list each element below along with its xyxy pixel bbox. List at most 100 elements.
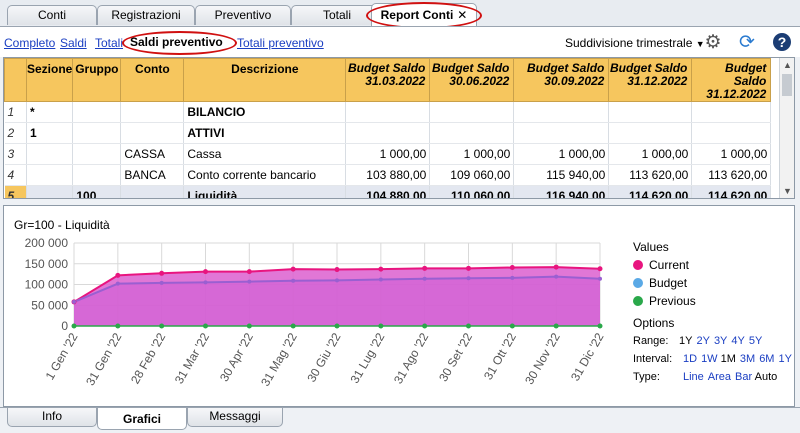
option-link[interactable]: 1D xyxy=(683,353,698,365)
cell-budget-value[interactable]: 109 060,00 xyxy=(429,164,515,186)
cell-budget-value[interactable] xyxy=(691,101,772,123)
interval-selected[interactable]: 1M xyxy=(720,353,736,365)
cell-descrizione[interactable]: Liquidità xyxy=(183,185,347,198)
cell-conto[interactable] xyxy=(120,101,185,123)
cell-sezione[interactable] xyxy=(26,143,74,165)
cell-budget-value[interactable]: 104 880,00 xyxy=(345,185,431,198)
legend-item-current[interactable]: Current xyxy=(633,256,696,274)
tab-grafici[interactable]: Grafici xyxy=(97,408,187,430)
legend-item-previous[interactable]: Previous xyxy=(633,292,696,310)
option-link[interactable]: 1Y xyxy=(778,353,792,365)
type-selected[interactable]: Auto xyxy=(754,371,778,383)
cell-budget-value[interactable]: 114 620,00 xyxy=(608,185,693,198)
view-link-saldi[interactable]: Saldi xyxy=(60,36,87,50)
cell-budget-value[interactable]: 103 880,00 xyxy=(345,164,431,186)
row-number[interactable]: 5 xyxy=(4,185,27,198)
table-row[interactable]: 4 BANCA Conto corrente bancario 103 880,00 1… xyxy=(4,164,772,186)
option-link[interactable]: 1W xyxy=(701,353,718,365)
period-dropdown[interactable]: Suddivisione trimestrale ▼ xyxy=(565,36,705,50)
row-number[interactable]: 4 xyxy=(4,164,27,186)
cell-sezione[interactable]: * xyxy=(26,101,74,123)
tab-info[interactable]: Info xyxy=(7,408,97,427)
scrollbar-thumb[interactable] xyxy=(782,74,792,96)
cell-sezione[interactable] xyxy=(26,164,74,186)
cell-conto[interactable]: CASSA xyxy=(120,143,185,165)
row-number[interactable]: 2 xyxy=(4,122,27,144)
table-row[interactable]: 3 CASSA Cassa 1 000,00 1 000,00 1 000,00 1 000… xyxy=(4,143,772,165)
col-header-budget-saldo[interactable]: Budget Saldo 31.12.2022 xyxy=(691,58,772,102)
help-icon[interactable]: ? xyxy=(771,32,793,54)
table-row[interactable]: 1 * BILANCIO xyxy=(4,101,772,123)
cell-budget-value[interactable]: 116 940,00 xyxy=(513,185,610,198)
col-header-budget-saldo[interactable]: Budget Saldo 30.09.2022 xyxy=(513,58,610,102)
col-header-descrizione[interactable]: Descrizione xyxy=(183,58,347,102)
cell-descrizione[interactable]: BILANCIO xyxy=(183,101,347,123)
cell-descrizione[interactable]: Cassa xyxy=(183,143,347,165)
cell-budget-value[interactable]: 1 000,00 xyxy=(513,143,610,165)
vertical-scrollbar[interactable]: ▲ ▼ xyxy=(779,58,794,198)
cell-budget-value[interactable] xyxy=(345,101,431,123)
option-link[interactable]: 3Y xyxy=(713,335,728,347)
scroll-down-icon[interactable]: ▼ xyxy=(783,186,792,196)
tab-messaggi[interactable]: Messaggi xyxy=(187,408,283,427)
option-link[interactable]: Line xyxy=(683,371,704,383)
cell-budget-value[interactable]: 1 000,00 xyxy=(608,143,693,165)
cell-gruppo[interactable] xyxy=(72,143,122,165)
range-selected[interactable]: 1Y xyxy=(679,335,693,347)
col-header-budget-saldo[interactable]: Budget Saldo 30.06.2022 xyxy=(429,58,515,102)
option-link[interactable]: Bar xyxy=(735,371,753,383)
cell-descrizione[interactable]: Conto corrente bancario xyxy=(183,164,347,186)
cell-budget-value[interactable] xyxy=(345,122,431,144)
col-header-budget-saldo[interactable]: Budget Saldo 31.03.2022 xyxy=(345,58,431,102)
tab-preventivo[interactable]: Preventivo xyxy=(195,5,291,25)
refresh-icon[interactable]: ⟳ xyxy=(739,32,755,53)
cell-conto[interactable] xyxy=(120,185,185,198)
col-header-sezione[interactable]: Sezione xyxy=(25,58,74,102)
cell-budget-value[interactable] xyxy=(691,122,772,144)
cell-budget-value[interactable] xyxy=(513,122,610,144)
cell-budget-value[interactable]: 115 940,00 xyxy=(513,164,610,186)
cell-gruppo[interactable] xyxy=(72,101,122,123)
col-header-conto[interactable]: Conto xyxy=(120,58,185,102)
cell-gruppo[interactable] xyxy=(72,164,122,186)
gear-icon[interactable]: ⚙ xyxy=(704,32,722,53)
cell-budget-value[interactable] xyxy=(608,122,693,144)
cell-budget-value[interactable]: 1 000,00 xyxy=(345,143,431,165)
cell-budget-value[interactable]: 114 620,00 xyxy=(691,185,772,198)
scroll-up-icon[interactable]: ▲ xyxy=(783,60,792,70)
cell-budget-value[interactable] xyxy=(429,122,515,144)
cell-budget-value[interactable]: 1 000,00 xyxy=(691,143,772,165)
cell-budget-value[interactable]: 113 620,00 xyxy=(608,164,693,186)
cell-conto[interactable] xyxy=(120,122,185,144)
cell-sezione[interactable]: 1 xyxy=(26,122,74,144)
option-link[interactable]: 2Y xyxy=(696,335,710,347)
tab-conti[interactable]: Conti xyxy=(7,5,97,25)
cell-gruppo[interactable]: 100 xyxy=(72,185,122,198)
table-row[interactable]: 2 1 ATTIVI xyxy=(4,122,772,144)
row-number[interactable]: 3 xyxy=(4,143,27,165)
view-link-completo[interactable]: Completo xyxy=(4,36,56,50)
cell-conto[interactable]: BANCA xyxy=(120,164,185,186)
view-link-totali[interactable]: Totali xyxy=(95,36,124,50)
cell-budget-value[interactable]: 110 060,00 xyxy=(429,185,515,198)
row-number[interactable]: 1 xyxy=(4,101,27,123)
option-link[interactable]: 4Y xyxy=(731,335,745,347)
col-header-budget-saldo[interactable]: Budget Saldo 31.12.2022 xyxy=(608,58,693,102)
option-link[interactable]: 6M xyxy=(759,353,775,365)
cell-budget-value[interactable] xyxy=(608,101,693,123)
tab-registrazioni[interactable]: Registrazioni xyxy=(97,5,195,25)
tab-totali[interactable]: Totali xyxy=(291,5,383,25)
option-link[interactable]: 5Y xyxy=(748,335,763,347)
cell-budget-value[interactable]: 1 000,00 xyxy=(429,143,515,165)
cell-sezione[interactable] xyxy=(26,185,74,198)
col-header-gruppo[interactable]: Gruppo xyxy=(72,58,122,102)
view-link-totali-preventivo[interactable]: Totali preventivo xyxy=(237,36,324,50)
cell-budget-value[interactable]: 113 620,00 xyxy=(691,164,772,186)
option-link[interactable]: Area xyxy=(707,371,732,383)
cell-descrizione[interactable]: ATTIVI xyxy=(183,122,347,144)
table-row[interactable]: 5 100 Liquidità 104 880,00 110 060,00 116 940… xyxy=(4,185,772,198)
cell-budget-value[interactable] xyxy=(429,101,515,123)
cell-gruppo[interactable] xyxy=(72,122,122,144)
legend-item-budget[interactable]: Budget xyxy=(633,274,696,292)
option-link[interactable]: 3M xyxy=(739,353,756,365)
